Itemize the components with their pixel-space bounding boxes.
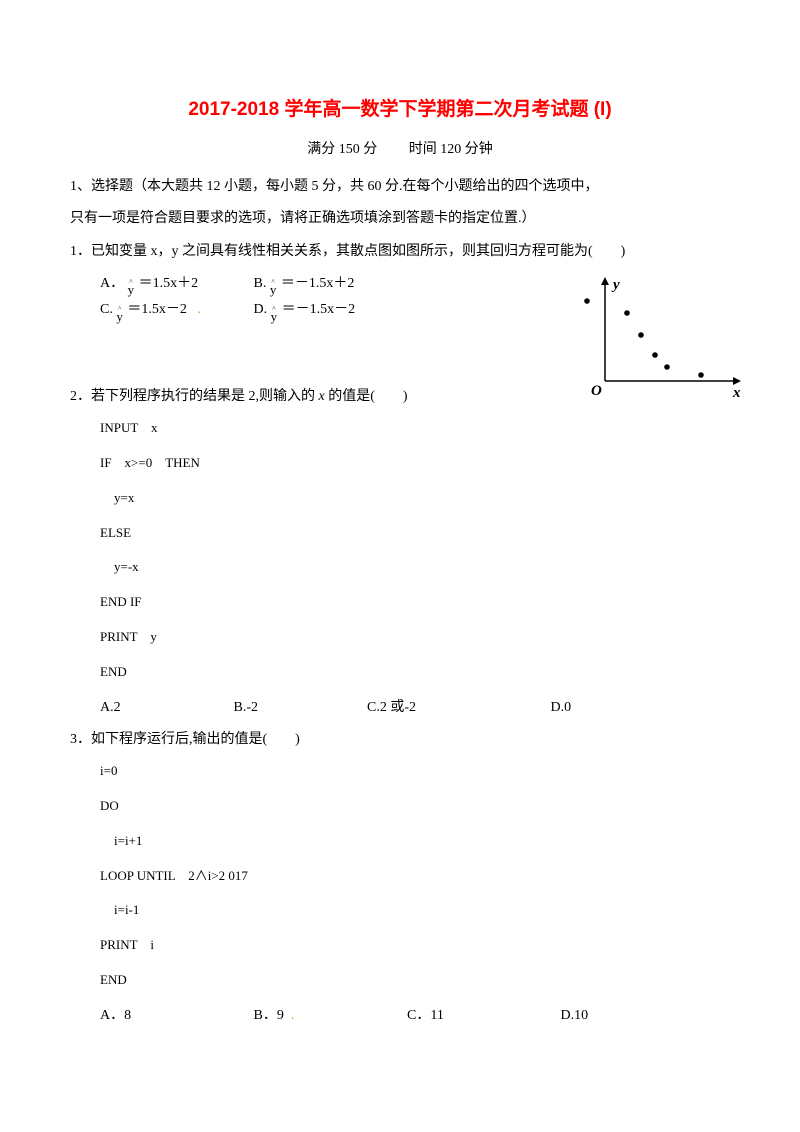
code-line: PRINT y [100, 627, 730, 648]
q3-option-a: A．8 [100, 1005, 250, 1027]
full-score: 满分 150 分 [307, 142, 377, 157]
svg-text:x: x [732, 385, 741, 401]
subtitle: 满分 150 分 时间 120 分钟 [70, 139, 730, 161]
code-line: IF x>=0 THEN [100, 453, 730, 474]
q3-text: 3．如下程序运行后,输出的值是( ) [70, 729, 730, 751]
q1-option-a: A． ^y ＝1.5x＋2 [100, 273, 250, 295]
svg-text:O: O [591, 383, 602, 399]
page-title: 2017-2018 学年高一数学下学期第二次月考试题 (I) [70, 95, 730, 125]
q1-option-c: C. ^y ＝1.5x－2 . [100, 299, 250, 321]
q3-code-block: i=0 DO i=i+1 LOOP UNTIL 2∧i>2 017 i=i-1 PRINT… [70, 761, 730, 991]
code-line: y=-x [100, 557, 730, 578]
q2-options: A.2 B.-2 C.2 或-2 D.0 [70, 697, 730, 719]
q1-options-block: A． ^y ＝1.5x＋2 B. ^y ＝－1.5x＋2 C. ^y ＝1.5x… [70, 273, 730, 322]
q3-option-c: C．11 [407, 1005, 557, 1027]
code-line: INPUT x [100, 418, 730, 439]
q3-options: A．8 B．9 . C．11 D.10 [70, 1005, 730, 1027]
y-hat-icon: ^y [128, 278, 135, 295]
q1-option-b: B. ^y ＝－1.5x＋2 [254, 273, 404, 295]
y-hat-icon: ^y [116, 305, 123, 322]
section-instruction-line2: 只有一项是符合题目要求的选项，请将正确选项填涂到答题卡的指定位置.） [70, 208, 730, 230]
scatter-chart: y x O [565, 273, 745, 413]
code-line: END [100, 970, 730, 991]
code-line: i=0 [100, 761, 730, 782]
q2-option-c: C.2 或-2 [367, 697, 547, 719]
svg-text:y: y [611, 277, 620, 293]
q3-option-b: B．9 . [254, 1005, 404, 1027]
code-line: END IF [100, 592, 730, 613]
section-instruction-line1: 1、选择题（本大题共 12 小题，每小题 5 分，共 60 分.在每个小题给出的… [70, 176, 730, 198]
q1-option-d: D. ^y ＝－1.5x－2 [254, 299, 404, 321]
code-line: END [100, 662, 730, 683]
code-line: ELSE [100, 523, 730, 544]
q2-option-d: D.0 [551, 697, 681, 719]
q2-option-b: B.-2 [234, 697, 364, 719]
code-line: y=x [100, 488, 730, 509]
y-hat-icon: ^y [271, 305, 278, 322]
q2-option-a: A.2 [100, 697, 230, 719]
code-line: PRINT i [100, 935, 730, 956]
code-line: DO [100, 796, 730, 817]
time-limit: 时间 120 分钟 [409, 142, 493, 157]
y-hat-icon: ^y [270, 278, 277, 295]
code-line: i=i+1 [100, 831, 730, 852]
accent-dot: . [291, 1008, 295, 1023]
q3-option-d: D.10 [561, 1005, 691, 1027]
accent-dot: . [197, 302, 201, 317]
q1-text: 1．已知变量 x，y 之间具有线性相关关系，其散点图如图所示，则其回归方程可能为… [70, 241, 730, 263]
code-line: i=i-1 [100, 900, 730, 921]
code-line: LOOP UNTIL 2∧i>2 017 [100, 866, 730, 887]
q2-code-block: INPUT x IF x>=0 THEN y=x ELSE y=-x END IF PRIN… [70, 418, 730, 682]
